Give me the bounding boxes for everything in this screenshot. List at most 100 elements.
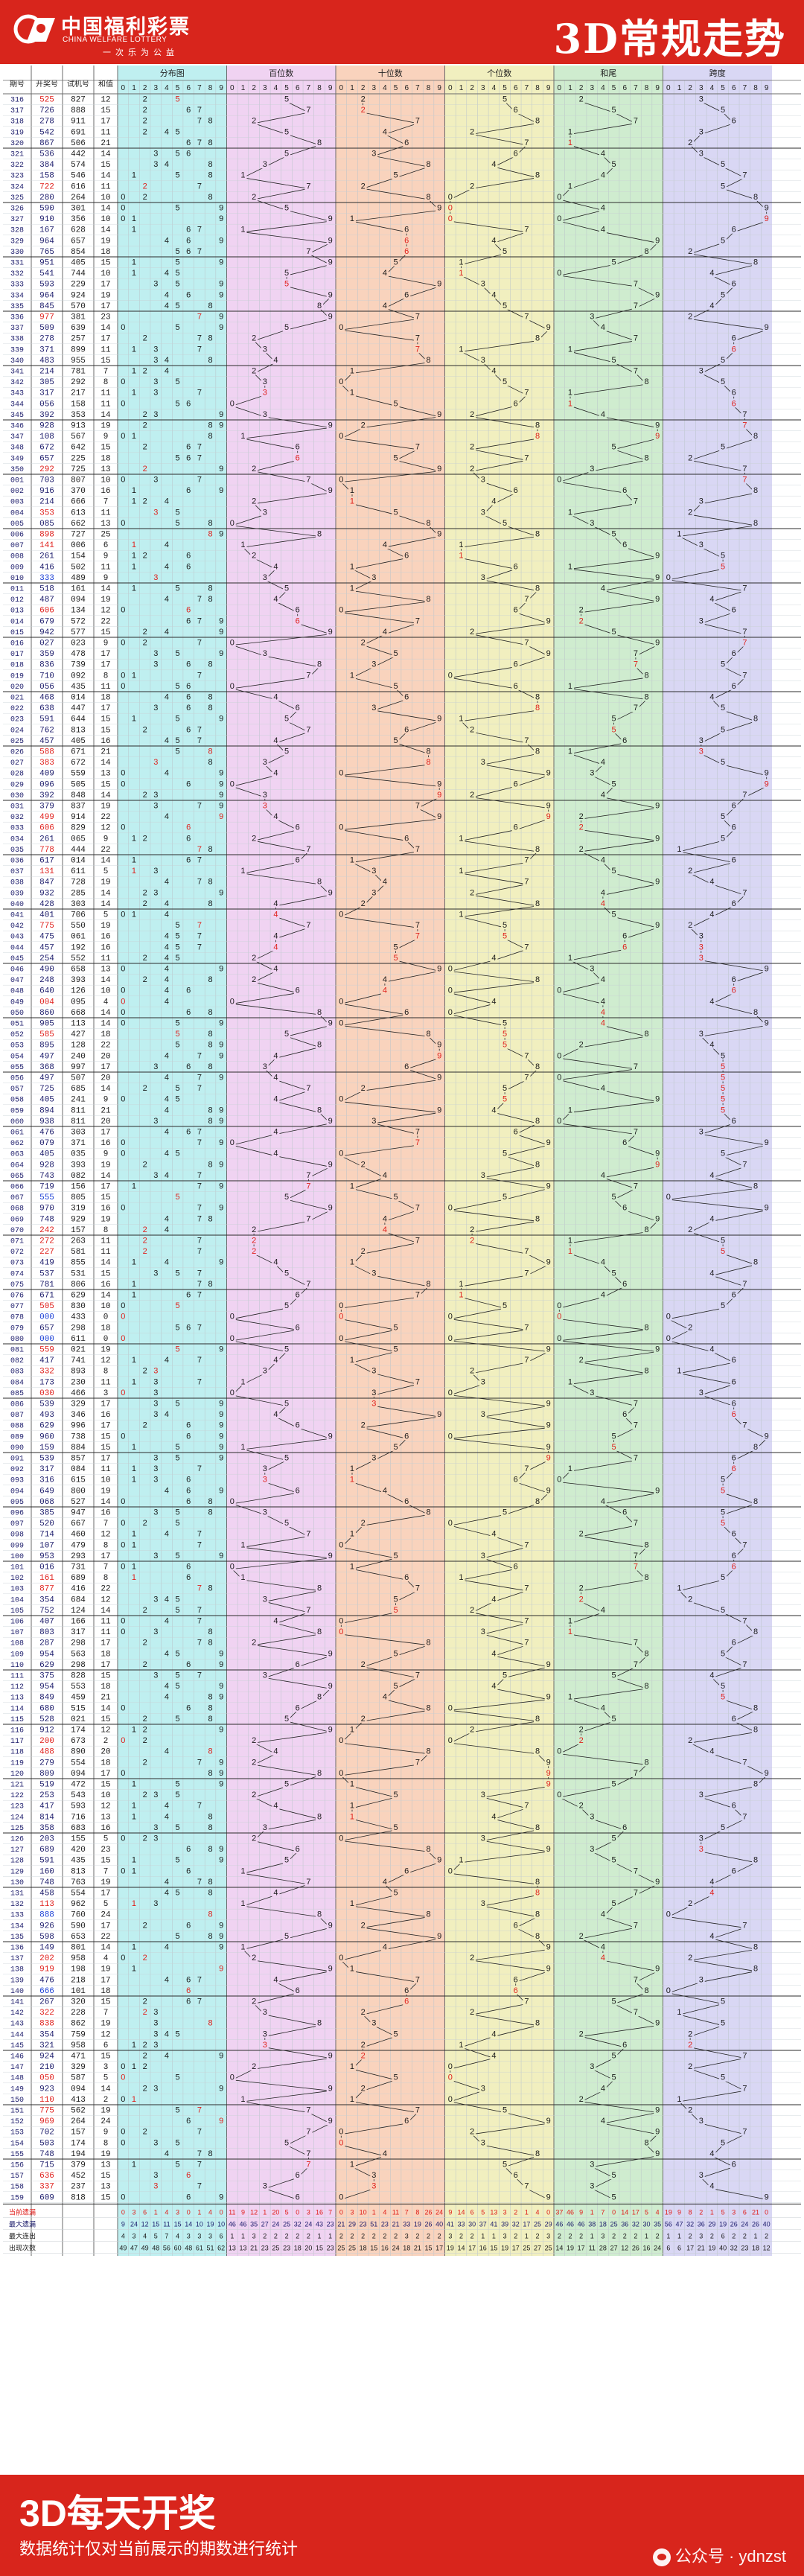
trend-point-bg: [741, 637, 749, 647]
period-cell: 318: [10, 118, 24, 127]
trend-point-bg: [392, 507, 400, 517]
trend-point: 6: [404, 1008, 409, 1017]
trend-point-bg: [304, 1278, 313, 1288]
trend-point-bg: [534, 170, 542, 179]
trend-point-bg: [719, 1246, 727, 1256]
trend-point: 9: [655, 2149, 660, 2158]
distribution-mark: 5: [176, 715, 180, 724]
trial-cell: 161: [71, 585, 86, 594]
sum-cell: 16: [100, 487, 110, 496]
trend-point: 7: [415, 117, 420, 126]
trend-point-bg: [523, 2181, 531, 2190]
stats-value: 3: [252, 2232, 256, 2239]
trend-point-bg: [501, 2159, 509, 2169]
trend-point-bg: [283, 1301, 291, 1310]
trend-point: 0: [339, 1334, 343, 1343]
trend-point: 0: [339, 1954, 343, 1963]
trial-cell: 502: [71, 563, 86, 572]
trend-point: 4: [383, 878, 387, 887]
trend-point-bg: [544, 1757, 552, 1767]
trend-point-bg: [261, 1507, 269, 1517]
trend-point: 2: [579, 1726, 584, 1735]
trial-cell: 447: [71, 704, 86, 713]
distribution-mark: 0: [121, 2138, 125, 2147]
trend-point: 3: [481, 356, 485, 365]
distribution-mark: 1: [132, 367, 136, 376]
trend-point: 0: [448, 2062, 453, 2071]
trend-point-bg: [239, 2094, 247, 2103]
distribution-mark: 6: [186, 150, 191, 159]
period-cell: 152: [10, 2118, 24, 2126]
trend-point: 4: [491, 1812, 496, 1821]
trend-point-bg: [544, 1257, 552, 1266]
trend-point-bg: [413, 1757, 421, 1767]
draw-cell: 261: [39, 552, 54, 561]
stats-value: 35: [250, 2220, 258, 2228]
trend-point: 4: [491, 997, 496, 1006]
trend-point-bg: [664, 1985, 672, 1995]
trial-cell: 061: [71, 933, 86, 942]
trend-point: 0: [557, 1476, 561, 1485]
distribution-mark: 8: [208, 1845, 212, 1854]
trend-point-bg: [730, 1355, 738, 1365]
period-cell: 060: [10, 1118, 24, 1126]
trend-point-bg: [621, 485, 629, 495]
sum-cell: 8: [103, 1368, 109, 1377]
trend-point-bg: [555, 1072, 564, 1082]
trend-point-bg: [719, 659, 727, 669]
trend-point-bg: [283, 746, 291, 756]
trend-point: 6: [296, 1486, 300, 1495]
distribution-mark: 9: [219, 1726, 223, 1735]
period-cell: 137: [10, 1955, 24, 1963]
trend-point-bg: [326, 2083, 334, 2093]
trend-point: 1: [459, 834, 463, 843]
trend-point-bg: [392, 942, 400, 951]
distribution-mark: 8: [208, 1769, 212, 1778]
digit-header: 9: [437, 84, 441, 92]
trial-cell: 478: [71, 650, 86, 659]
sum-cell: 19: [100, 1966, 110, 1974]
stats-value: 2: [612, 2232, 616, 2239]
draw-cell: 476: [39, 1129, 54, 1138]
stats-value: 3: [448, 2232, 452, 2239]
trend-point-bg: [446, 203, 454, 212]
trend-point: 0: [557, 1074, 561, 1083]
trend-point: 0: [557, 1747, 561, 1756]
period-cell: 144: [10, 2031, 24, 2039]
trend-point: 2: [470, 1606, 474, 1615]
trial-cell: 452: [71, 2172, 86, 2181]
distribution-mark: 6: [186, 606, 191, 615]
trend-point: 8: [644, 1225, 648, 1234]
trend-point-bg: [752, 1496, 760, 1505]
trend-point-bg: [380, 1170, 389, 1179]
trend-point: 2: [470, 725, 474, 734]
trend-point: 9: [437, 812, 441, 821]
trial-cell: 257: [71, 335, 86, 344]
trend-point: 5: [721, 1606, 725, 1615]
digit-header: 4: [710, 84, 715, 92]
digit-header: 2: [143, 84, 147, 92]
trial-cell: 827: [71, 96, 86, 105]
distribution-mark: 6: [186, 2117, 191, 2126]
digit-header: 4: [601, 84, 605, 92]
trial-cell: 914: [71, 813, 86, 822]
distribution-mark: 1: [132, 911, 136, 919]
trend-point-bg: [741, 887, 749, 897]
trial-cell: 615: [71, 1476, 86, 1485]
stats-value: 6: [677, 2244, 681, 2251]
trend-point-bg: [686, 920, 695, 930]
distribution-mark: 3: [153, 2084, 158, 2093]
trend-point-bg: [392, 2072, 400, 2082]
trend-point: 3: [699, 1845, 704, 1854]
trend-point: 0: [339, 2193, 343, 2202]
trend-point: 9: [328, 290, 333, 299]
draw-cell: 050: [39, 2074, 54, 2083]
stats-value: 19: [567, 2244, 574, 2251]
stats-value: 46: [578, 2220, 585, 2228]
trend-point: 9: [765, 1769, 769, 1778]
digit-header: 0: [339, 84, 344, 92]
draw-cell: 775: [39, 922, 54, 931]
trend-point: 1: [677, 845, 681, 854]
sum-cell: 17: [100, 1455, 110, 1464]
trend-point-bg: [664, 1333, 672, 1342]
